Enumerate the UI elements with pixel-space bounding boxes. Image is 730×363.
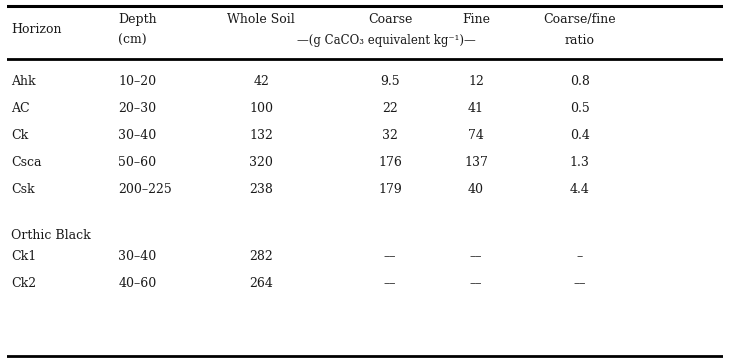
Text: 10–20: 10–20 bbox=[118, 75, 156, 88]
Text: 12: 12 bbox=[468, 75, 484, 88]
Text: 0.4: 0.4 bbox=[569, 129, 590, 142]
Text: 137: 137 bbox=[464, 156, 488, 169]
Text: ––: –– bbox=[573, 277, 586, 290]
Text: 30–40: 30–40 bbox=[118, 129, 156, 142]
Text: 100: 100 bbox=[249, 102, 273, 115]
Text: 4.4: 4.4 bbox=[569, 183, 590, 196]
Text: 22: 22 bbox=[383, 102, 398, 115]
Text: –: – bbox=[577, 250, 583, 263]
Text: 40–60: 40–60 bbox=[118, 277, 156, 290]
Text: —(g CaCO₃ equivalent kg⁻¹)—: —(g CaCO₃ equivalent kg⁻¹)— bbox=[297, 34, 476, 47]
Text: 42: 42 bbox=[253, 75, 269, 88]
Text: 282: 282 bbox=[250, 250, 273, 263]
Text: Ck: Ck bbox=[11, 129, 28, 142]
Text: AC: AC bbox=[11, 102, 29, 115]
Text: ––: –– bbox=[384, 250, 396, 263]
Text: 320: 320 bbox=[250, 156, 273, 169]
Text: Orthic Black: Orthic Black bbox=[11, 229, 91, 242]
Text: Ck2: Ck2 bbox=[11, 277, 36, 290]
Text: 200–225: 200–225 bbox=[118, 183, 172, 196]
Text: 1.3: 1.3 bbox=[569, 156, 590, 169]
Text: Ck1: Ck1 bbox=[11, 250, 36, 263]
Text: 264: 264 bbox=[250, 277, 273, 290]
Text: 30–40: 30–40 bbox=[118, 250, 156, 263]
Text: 41: 41 bbox=[468, 102, 484, 115]
Text: Fine: Fine bbox=[462, 13, 490, 26]
Text: Whole Soil: Whole Soil bbox=[227, 13, 295, 26]
Text: 20–30: 20–30 bbox=[118, 102, 156, 115]
Text: 40: 40 bbox=[468, 183, 484, 196]
Text: Csca: Csca bbox=[11, 156, 42, 169]
Text: Horizon: Horizon bbox=[11, 23, 61, 36]
Text: Coarse: Coarse bbox=[368, 13, 412, 26]
Text: (cm): (cm) bbox=[118, 34, 147, 47]
Text: Ahk: Ahk bbox=[11, 75, 36, 88]
Text: Coarse/fine: Coarse/fine bbox=[543, 13, 616, 26]
Text: 179: 179 bbox=[378, 183, 402, 196]
Text: ––: –– bbox=[384, 277, 396, 290]
Text: 132: 132 bbox=[250, 129, 273, 142]
Text: 0.5: 0.5 bbox=[569, 102, 590, 115]
Text: 74: 74 bbox=[468, 129, 484, 142]
Text: ––: –– bbox=[469, 250, 482, 263]
Text: 238: 238 bbox=[250, 183, 273, 196]
Text: ––: –– bbox=[469, 277, 482, 290]
Text: 176: 176 bbox=[378, 156, 402, 169]
Text: 9.5: 9.5 bbox=[380, 75, 400, 88]
Text: Depth: Depth bbox=[118, 13, 157, 26]
Text: Csk: Csk bbox=[11, 183, 34, 196]
Text: 32: 32 bbox=[382, 129, 398, 142]
Text: 50–60: 50–60 bbox=[118, 156, 156, 169]
Text: 0.8: 0.8 bbox=[569, 75, 590, 88]
Text: ratio: ratio bbox=[564, 34, 595, 47]
